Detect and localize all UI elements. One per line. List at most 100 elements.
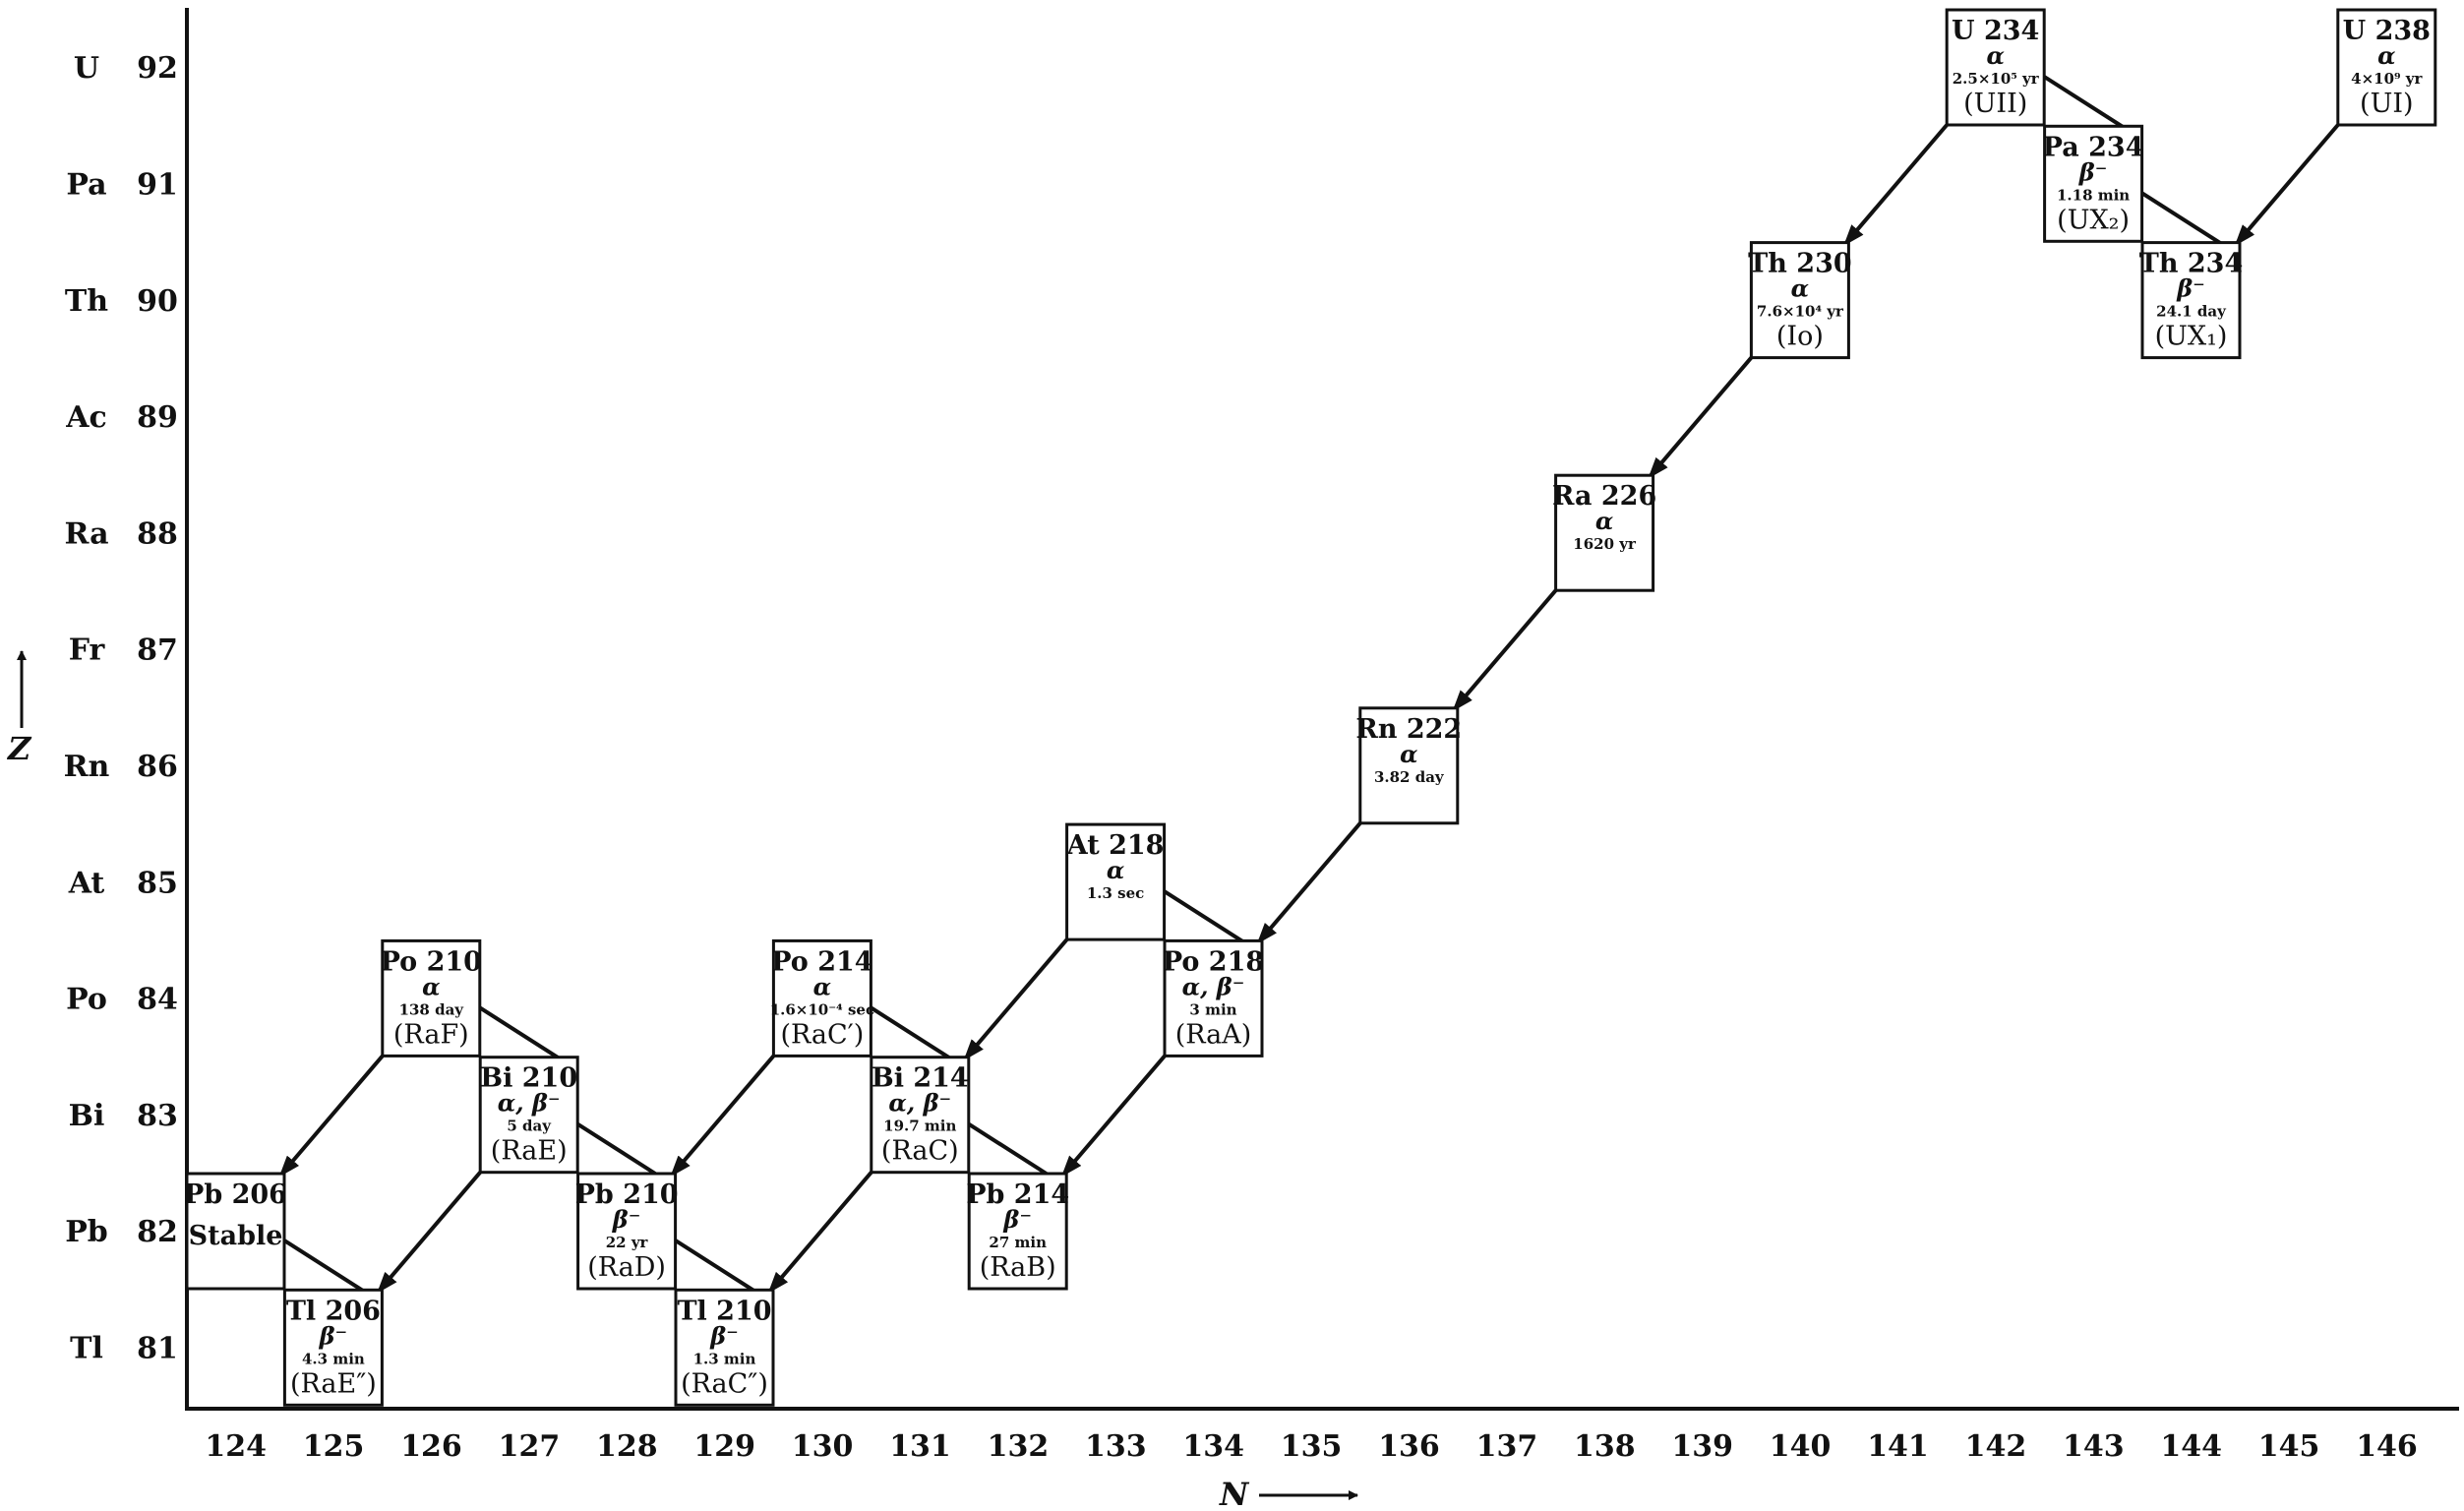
- nuclide-frame: [2140, 241, 2242, 360]
- nuclide-frame: [1163, 938, 1264, 1058]
- n-tick-127: 127: [499, 1429, 561, 1464]
- nuclide-decay-mode: α: [422, 972, 440, 1000]
- nuclide-historical-name: (UI): [2360, 89, 2414, 119]
- nuclide-decay-mode: β⁻: [709, 1321, 739, 1350]
- n-tick-145: 145: [2258, 1429, 2320, 1464]
- n-tick-144: 144: [2160, 1429, 2222, 1464]
- z-row-symbol-at: At: [68, 866, 105, 900]
- nuclide-name: Tl 206: [286, 1296, 381, 1326]
- z-row-symbol-pb: Pb: [65, 1215, 108, 1249]
- nuclide-frame: [478, 1056, 579, 1175]
- nuclide-half-life: 1.18 min: [2057, 186, 2130, 204]
- decay-arrow-th230-to-ra226: [1648, 356, 1753, 479]
- z-row-number-87: 87: [137, 634, 178, 668]
- nuclide-stable-label: Stable: [189, 1221, 283, 1251]
- z-row-number-90: 90: [137, 284, 178, 319]
- nuclide-half-life: 19.7 min: [883, 1118, 956, 1135]
- z-row-symbol-fr: Fr: [69, 634, 106, 668]
- nuclide-historical-name: (RaC″): [681, 1368, 768, 1399]
- decay-arrow-bi210-to-tl206: [376, 1171, 482, 1294]
- n-tick-129: 129: [693, 1429, 755, 1464]
- z-row-symbol-ac: Ac: [65, 400, 107, 435]
- nuclide-frame: [185, 1172, 286, 1291]
- nuclide-decay-mode: α: [2377, 41, 2395, 70]
- z-row-number-86: 86: [137, 750, 178, 784]
- z-row-symbol-tl: Tl: [70, 1331, 103, 1365]
- n-axis-label: N: [1219, 1476, 1250, 1511]
- nuclide-name: Pb 210: [575, 1179, 679, 1210]
- decay-arrow-u238-to-th234: [2234, 123, 2340, 247]
- nuclide-name: Ra 226: [1552, 481, 1656, 512]
- nuclide-historical-name: (RaF): [393, 1019, 469, 1050]
- nuclide-frame: [1358, 706, 1460, 825]
- decay-arrow-po214-to-pb210: [670, 1055, 775, 1178]
- n-tick-124: 124: [205, 1429, 267, 1464]
- nuclide-name: Pb 206: [184, 1179, 287, 1210]
- nuclide-half-life: 3 min: [1189, 1000, 1236, 1018]
- z-row-number-85: 85: [137, 866, 178, 900]
- nuclide-historical-name: (RaB): [980, 1252, 1056, 1283]
- n-tick-137: 137: [1476, 1429, 1538, 1464]
- nuclide-decay-mode: β⁻: [1002, 1205, 1032, 1234]
- z-row-symbol-ra: Ra: [64, 516, 108, 551]
- nuclide-name: Rn 222: [1355, 714, 1462, 745]
- nuclide-historical-name: (RaE): [491, 1136, 568, 1167]
- nuclide-decay-mode: α: [1791, 274, 1809, 303]
- nuclide-name: Tl 210: [677, 1296, 771, 1326]
- nuclide-half-life: 22 yr: [606, 1234, 649, 1251]
- z-row-symbol-bi: Bi: [69, 1099, 105, 1133]
- nuclide-historical-name: (RaA): [1175, 1019, 1252, 1050]
- nuclide-half-life: 1.3 min: [693, 1350, 756, 1367]
- n-tick-132: 132: [988, 1429, 1050, 1464]
- n-tick-141: 141: [1867, 1429, 1929, 1464]
- nuclide-name: U 234: [1952, 16, 2039, 46]
- nuclide-name: At 218: [1066, 830, 1165, 861]
- nuclide-decay-mode: α: [1107, 856, 1124, 884]
- nuclide-historical-name: (UII): [1963, 89, 2027, 119]
- nuclide-frame: [1749, 241, 1850, 360]
- n-tick-130: 130: [792, 1429, 854, 1464]
- nuclide-frame: [576, 1172, 678, 1291]
- z-row-symbol-rn: Rn: [64, 750, 110, 784]
- nuclide-box-pb206: Pb 206 Stable: [184, 1172, 287, 1291]
- nuclide-decay-mode: α, β⁻: [498, 1089, 561, 1118]
- decay-arrow-at218-to-bi214: [963, 937, 1069, 1061]
- z-row-number-81: 81: [137, 1331, 178, 1365]
- n-tick-136: 136: [1378, 1429, 1440, 1464]
- nuclide-historical-name: (UX₂): [2057, 205, 2130, 235]
- nuclide-frame: [967, 1172, 1068, 1291]
- nuclide-name: Th 230: [1748, 249, 1851, 279]
- nuclide-half-life: 1.3 sec: [1087, 884, 1144, 902]
- nuclide-name: Po 214: [771, 946, 872, 977]
- z-row-number-91: 91: [137, 167, 178, 202]
- nuclide-half-life: 4.3 min: [302, 1350, 365, 1367]
- nuclide-half-life: 2.5×10⁵ yr: [1953, 70, 2040, 88]
- z-row-number-82: 82: [137, 1215, 178, 1249]
- nuclide-decay-mode: β⁻: [2078, 157, 2108, 186]
- z-row-labels: U 92 Pa 91 Th 90 Ac 89 Ra 88 Fr 87 Rn 86 At 85 Po 84 Bi 83 P…: [64, 51, 178, 1365]
- n-axis-label-group: N: [1219, 1476, 1358, 1511]
- nuclide-name: Th 234: [2139, 249, 2243, 279]
- nuclide-half-life: 1.6×10⁻⁴ sec: [770, 1000, 874, 1018]
- nuclide-frame: [2043, 124, 2144, 243]
- decay-arrow-po210-to-pb206: [278, 1055, 385, 1178]
- z-row-number-89: 89: [137, 400, 178, 435]
- nuclide-name: Pb 214: [966, 1179, 1069, 1210]
- nuclide-frame: [674, 1288, 775, 1407]
- z-row-symbol-pa: Pa: [66, 167, 106, 202]
- nuclide-half-life: 5 day: [507, 1118, 552, 1135]
- nuclide-half-life: 24.1 day: [2156, 303, 2227, 321]
- n-tick-138: 138: [1574, 1429, 1636, 1464]
- z-row-symbol-u: U: [74, 51, 99, 86]
